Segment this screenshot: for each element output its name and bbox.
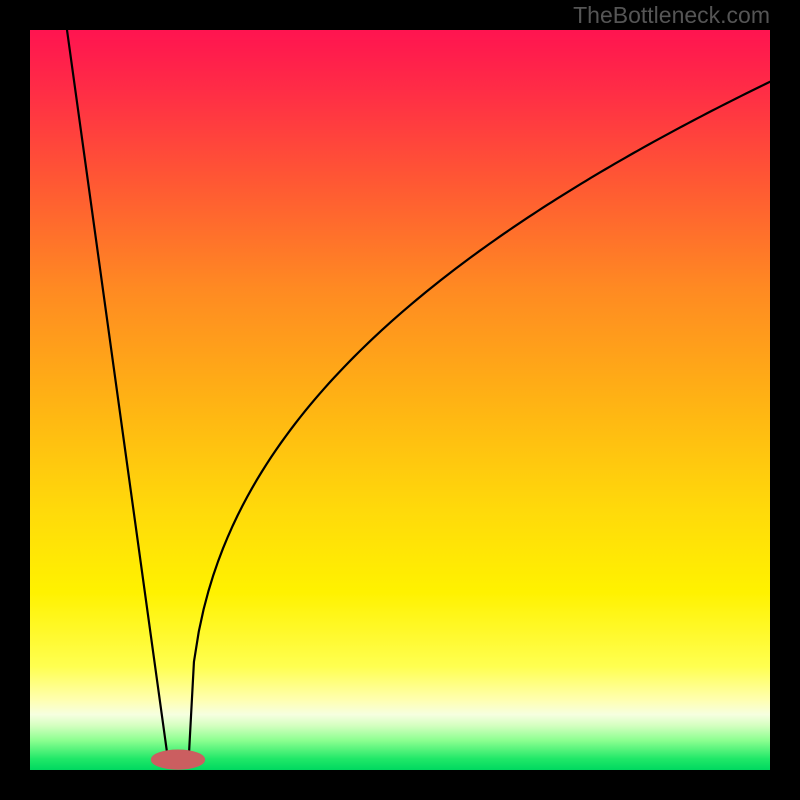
watermark-text: TheBottleneck.com [573,2,770,29]
chart-svg [0,0,800,800]
chart-root: TheBottleneck.com [0,0,800,800]
optimal-marker [151,750,204,769]
plot-gradient-background [30,30,770,770]
